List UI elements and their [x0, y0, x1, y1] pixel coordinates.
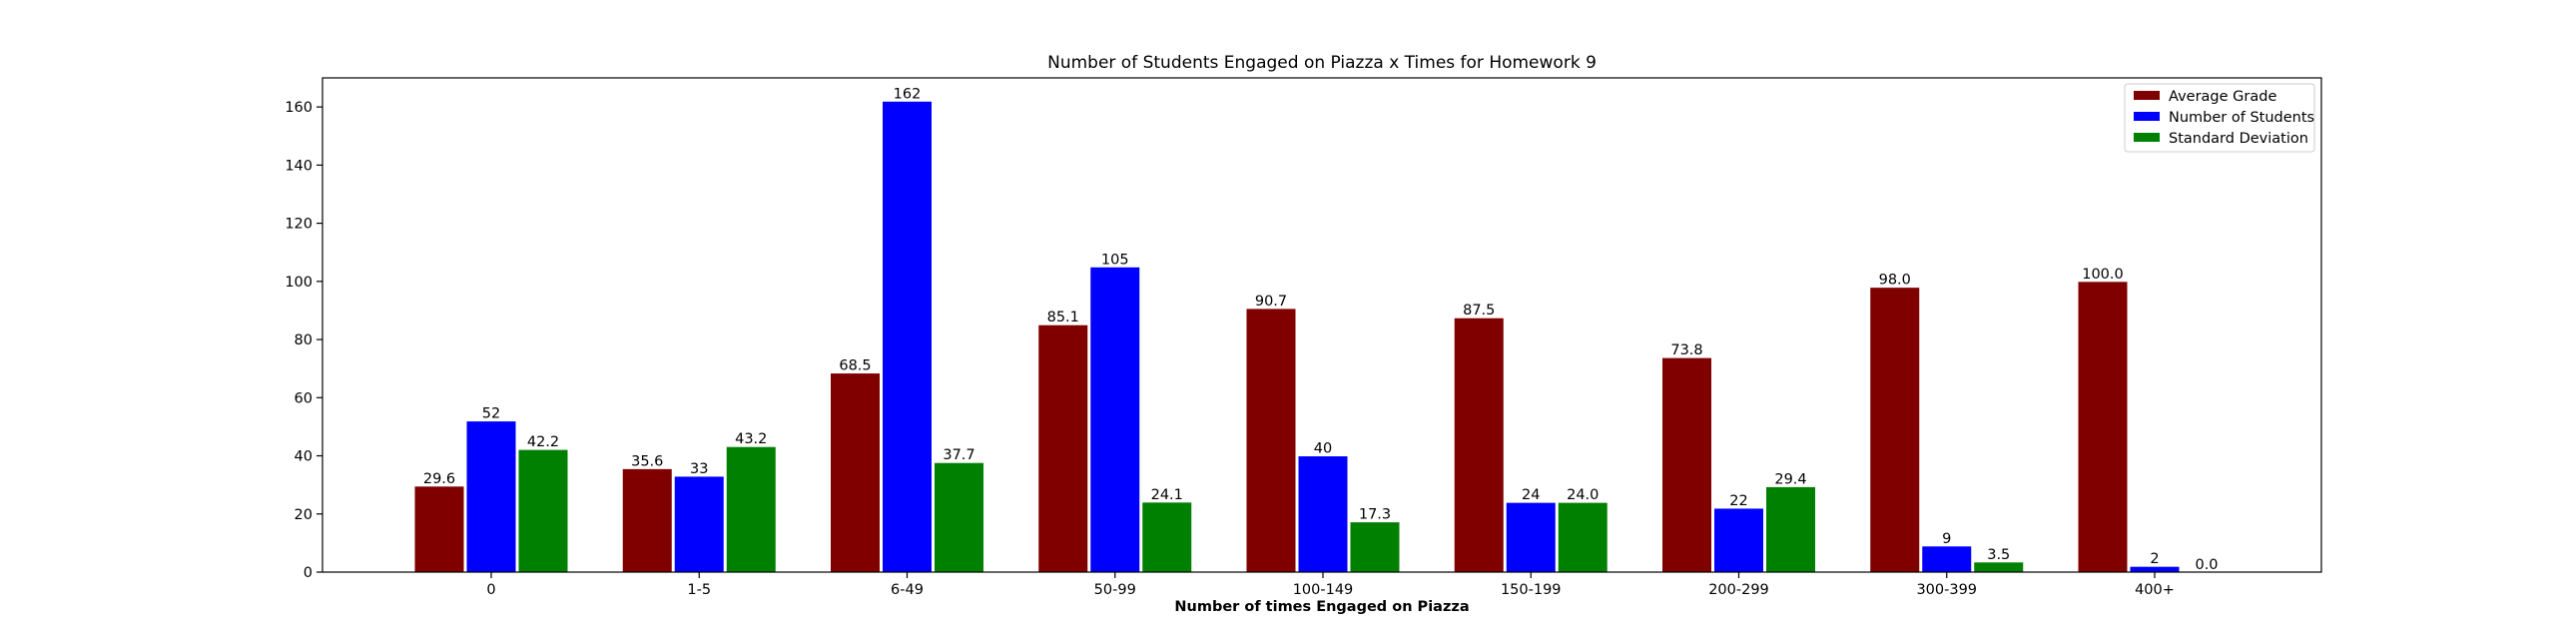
- bar-value-label: 0.0: [2195, 557, 2218, 573]
- plot-area: 0 20 40 60 80 100 120 140 160 0 1-5 6-49 50-99 100-14…: [285, 86, 2218, 598]
- bar: [673, 475, 725, 573]
- bar-value-label: 98.0: [1879, 273, 1911, 289]
- bar-value-label: 22: [1729, 493, 1747, 509]
- bar-value-label: 24.0: [1567, 487, 1599, 503]
- bar-value-label: 29.4: [1774, 471, 1806, 487]
- bar: [517, 448, 569, 573]
- bar: [2077, 281, 2129, 573]
- legend-label: Number of Students: [2169, 110, 2314, 126]
- bar-value-label: 24.1: [1151, 487, 1183, 503]
- bar-value-label: 162: [894, 86, 922, 102]
- bar: [1505, 501, 1557, 573]
- bar: [934, 461, 984, 573]
- bar: [1557, 501, 1609, 573]
- bar: [1141, 501, 1193, 573]
- bar: [465, 420, 517, 573]
- bar: [1037, 323, 1089, 573]
- bar-value-label: 87.5: [1463, 303, 1495, 319]
- bar-value-label: 85.1: [1047, 310, 1079, 325]
- bar: [1869, 287, 1921, 573]
- x-tick-label: 50-99: [1094, 582, 1136, 598]
- bar-value-label: 2: [2150, 551, 2159, 567]
- bar: [413, 485, 465, 573]
- bar-value-label: 40: [1314, 441, 1332, 457]
- y-tick-label: 100: [285, 275, 313, 291]
- bar-value-label: 105: [1101, 252, 1129, 268]
- legend-label: Standard Deviation: [2169, 131, 2308, 147]
- plot-frame: [322, 77, 2322, 573]
- x-tick-label: 0: [486, 582, 495, 598]
- bar-value-label: 90.7: [1255, 294, 1287, 310]
- bar-value-label: 42.2: [527, 434, 559, 450]
- x-tick-label: 200-299: [1708, 582, 1769, 598]
- bar-value-label: 33: [690, 461, 708, 477]
- y-tick-label: 0: [304, 565, 313, 581]
- bar: [725, 445, 777, 573]
- legend-swatch: [2134, 91, 2160, 100]
- y-tick-label: 60: [295, 390, 313, 406]
- bar-value-label: 43.2: [735, 431, 767, 447]
- y-tick-label: 140: [285, 158, 313, 174]
- bar: [1973, 561, 2025, 573]
- y-tick-label: 20: [295, 507, 313, 523]
- y-tick-label: 160: [285, 100, 313, 116]
- legend-swatch: [2134, 112, 2160, 121]
- bar-value-label: 24: [1522, 487, 1540, 503]
- bar: [1349, 521, 1401, 573]
- x-tick-label: 100-149: [1293, 582, 1354, 598]
- bar-value-label: 37.7: [943, 447, 974, 463]
- bar-value-label: 29.6: [423, 471, 455, 487]
- legend: Average Grade Number of Students Standard …: [2124, 83, 2315, 153]
- bar: [1661, 356, 1712, 573]
- x-tick-label: 400+: [2135, 582, 2175, 598]
- bar: [882, 100, 933, 573]
- bar: [621, 467, 673, 573]
- bar-value-label: 17.3: [1359, 507, 1391, 523]
- y-tick-label: 120: [285, 217, 313, 233]
- bar-value-label: 100.0: [2082, 267, 2124, 283]
- y-tick-label: 40: [295, 449, 313, 465]
- bar: [1245, 308, 1297, 573]
- bar: [1765, 485, 1816, 573]
- bar: [830, 372, 881, 573]
- bar: [1453, 317, 1505, 573]
- bar-value-label: 68.5: [839, 358, 871, 374]
- bar-value-label: 73.8: [1670, 342, 1702, 358]
- y-tick-label: 80: [295, 332, 313, 348]
- legend-swatch: [2134, 133, 2160, 142]
- x-tick-label: 300-399: [1916, 582, 1977, 598]
- legend-frame: [2124, 83, 2315, 153]
- bar: [1297, 455, 1349, 573]
- bar: [1089, 266, 1141, 573]
- bar-value-label: 52: [482, 406, 500, 422]
- bar-value-label: 35.6: [631, 453, 663, 469]
- bar: [1713, 507, 1764, 573]
- chart-title: Number of Students Engaged on Piazza x T…: [1047, 53, 1597, 73]
- legend-label: Average Grade: [2169, 89, 2276, 105]
- x-tick-label: 6-49: [891, 582, 924, 598]
- x-axis-label: Number of times Engaged on Piazza: [1174, 599, 1469, 615]
- x-tick-label: 1-5: [687, 582, 711, 598]
- x-tick-label: 150-199: [1501, 582, 1562, 598]
- bar-value-label: 3.5: [1987, 547, 2010, 563]
- bar-value-label: 9: [1942, 531, 1951, 547]
- bar: [1921, 545, 1973, 573]
